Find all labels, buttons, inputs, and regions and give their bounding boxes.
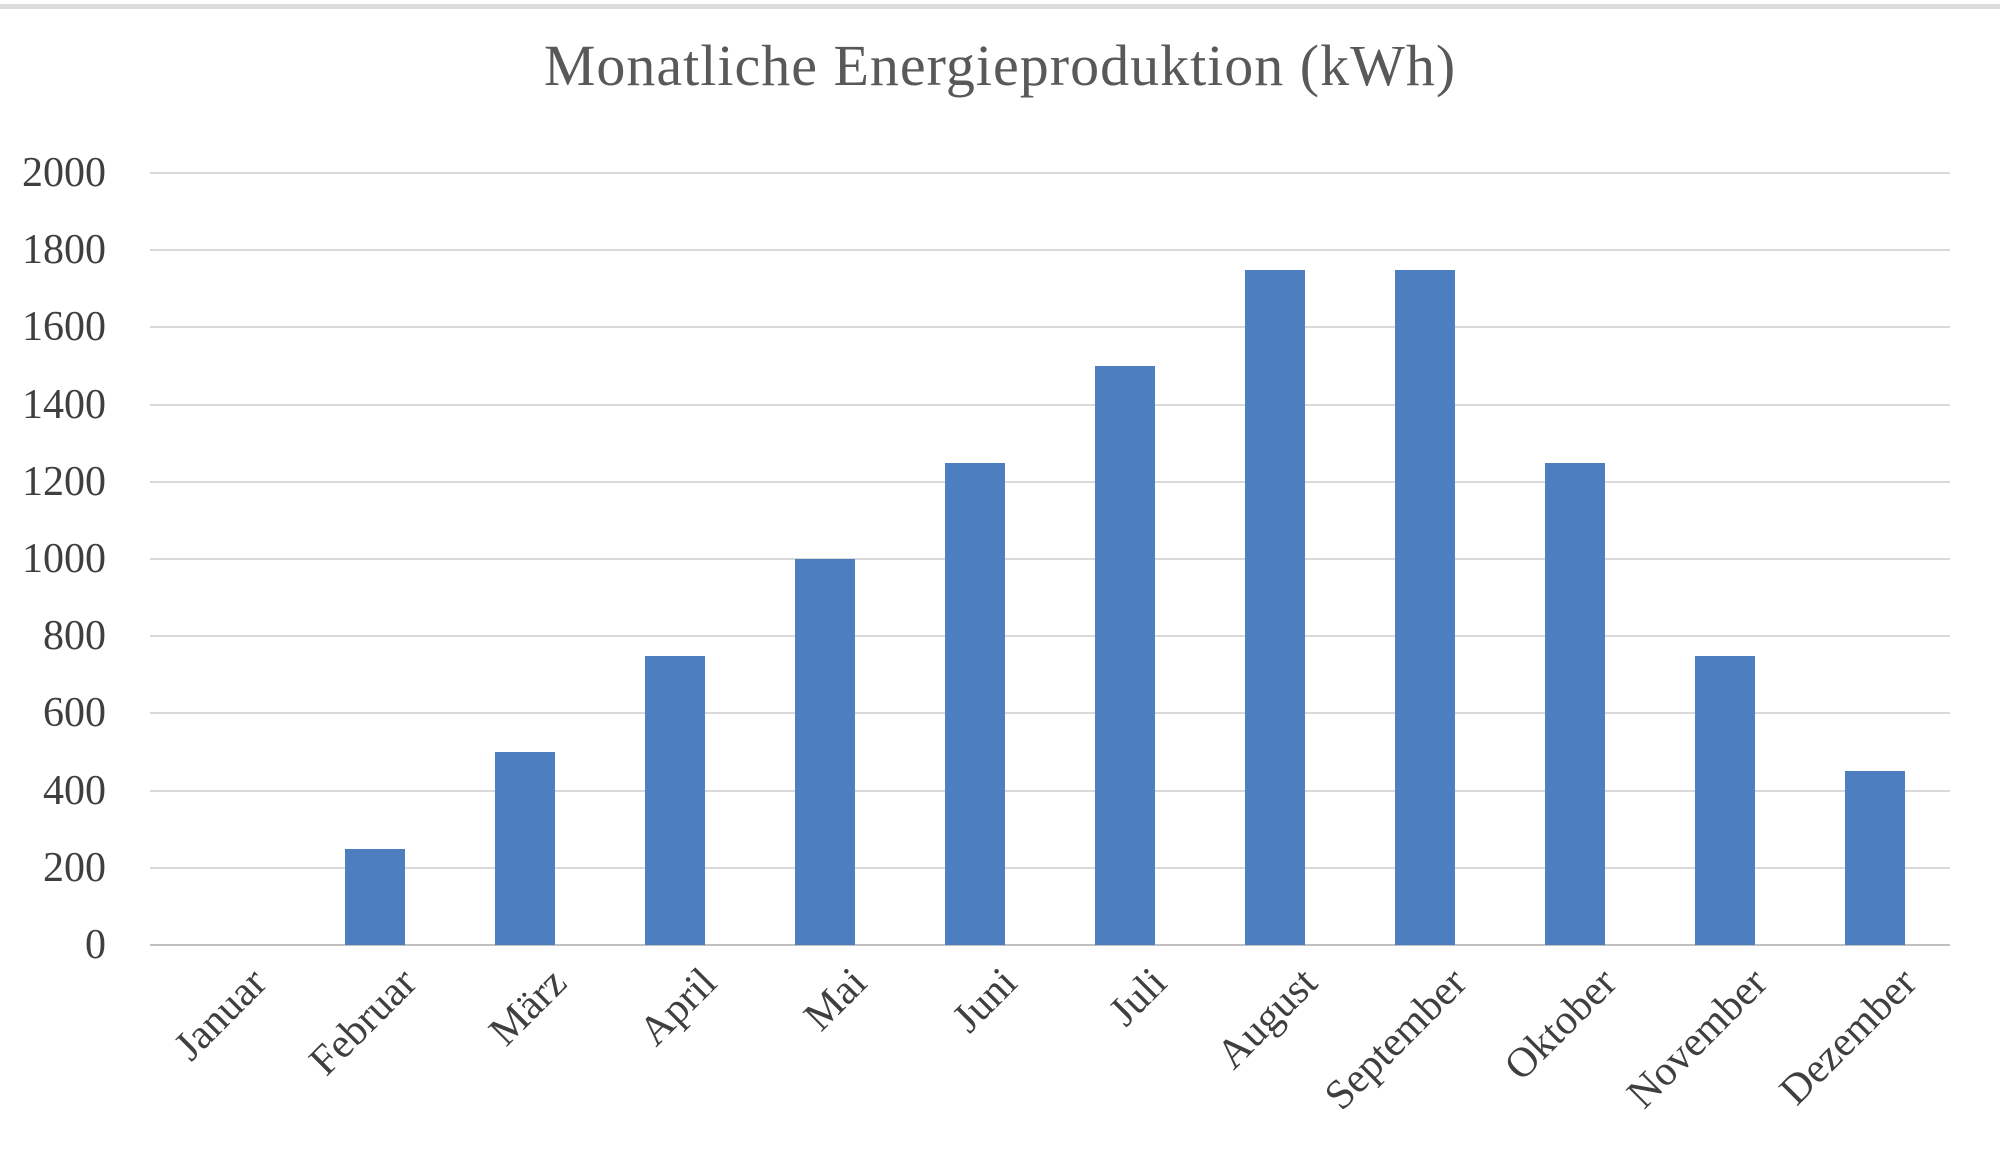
bar-maerz — [495, 752, 555, 945]
y-tick-label-200: 200 — [43, 844, 106, 891]
x-axis-label-april: April — [630, 959, 727, 1055]
gridline-2000 — [150, 172, 1950, 174]
gridline-1000 — [150, 558, 1950, 560]
gridline-800 — [150, 635, 1950, 638]
x-axis-label-dezember: Dezember — [1771, 959, 1927, 1115]
x-axis-label-juni: Juni — [944, 959, 1027, 1042]
y-tick-label-600: 600 — [43, 690, 106, 737]
x-axis-labels: Januar Februar März April Mai Juni Juli August S… — [150, 945, 1950, 1170]
x-axis-label-oktober: Oktober — [1496, 959, 1627, 1090]
x-axis-label-november: November — [1618, 959, 1777, 1118]
x-axis-label-maerz: März — [480, 959, 577, 1055]
y-tick-label-1600: 1600 — [22, 304, 106, 351]
gridline-600 — [150, 712, 1950, 715]
bar-november — [1695, 655, 1755, 945]
y-tick-label-2000: 2000 — [22, 150, 106, 196]
x-axis-label-februar: Februar — [301, 959, 427, 1085]
bar-april — [645, 655, 705, 945]
bar-september — [1395, 269, 1455, 945]
x-axis-label-august: August — [1207, 959, 1327, 1078]
bar-oktober — [1545, 462, 1605, 945]
bar-juli — [1095, 366, 1155, 945]
y-tick-label-1400: 1400 — [22, 381, 106, 428]
bar-august — [1245, 269, 1305, 945]
bar-februar — [345, 848, 405, 945]
x-axis-label-september: September — [1316, 959, 1477, 1120]
y-tick-label-1000: 1000 — [22, 536, 106, 582]
gridline-200 — [150, 866, 1950, 869]
gridline-1800 — [150, 249, 1950, 252]
bar-mai — [795, 559, 855, 945]
gridline-1600 — [150, 326, 1950, 329]
x-axis-line — [150, 944, 1950, 946]
y-tick-label-800: 800 — [43, 613, 106, 660]
y-tick-label-1200: 1200 — [22, 458, 106, 505]
x-axis-label-juli: Juli — [1100, 959, 1177, 1036]
y-tick-label-1800: 1800 — [22, 227, 106, 274]
window-top-edge — [0, 4, 2000, 9]
plot-area: Januar Februar März April Mai Juni Juli August S… — [22, 152, 1950, 1119]
y-tick-label-0: 0 — [85, 922, 106, 968]
chart-title: Monatliche Energieproduktion (kWh) — [543, 33, 1457, 98]
gridline-1200 — [150, 480, 1950, 483]
bar-dezember — [1845, 771, 1905, 945]
x-axis-label-januar: Januar — [166, 959, 277, 1070]
y-tick-label-400: 400 — [43, 767, 106, 814]
x-axis-label-mai: Mai — [795, 959, 877, 1040]
gridline-1400 — [150, 403, 1950, 406]
bar-juni — [945, 462, 1005, 945]
gridline-400 — [150, 789, 1950, 792]
